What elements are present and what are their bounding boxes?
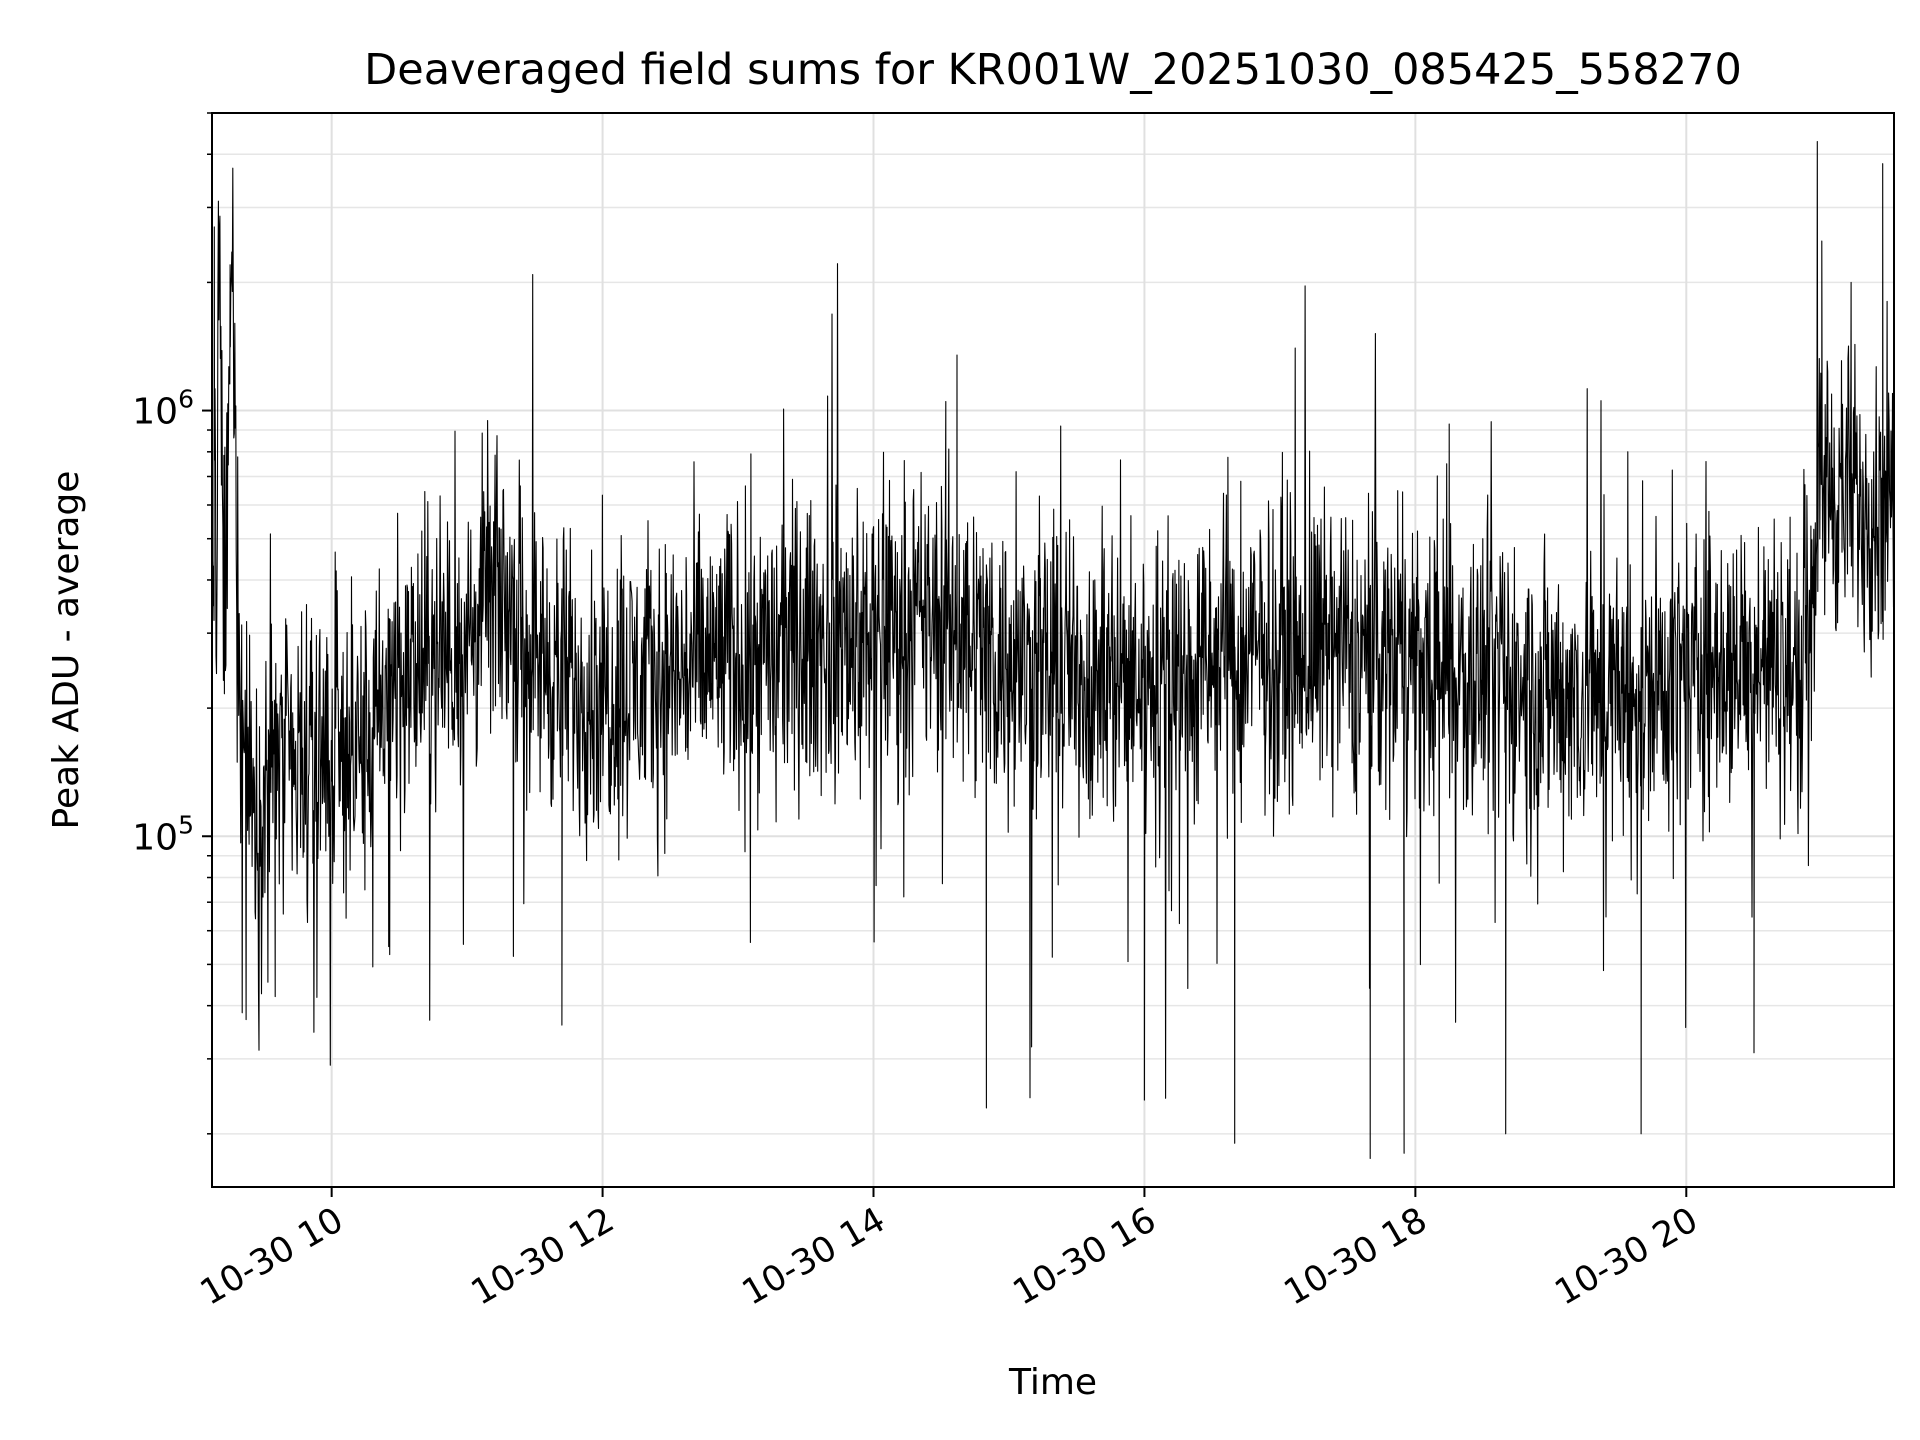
chart-title: Deaveraged field sums for KR001W_2025103… <box>364 45 1742 95</box>
plot-frame <box>211 112 1895 1188</box>
y-axis-label: Peak ADU - average <box>46 471 87 830</box>
y-axis: 105 106 <box>132 112 212 1135</box>
series-line <box>212 140 1894 1160</box>
x-axis-label: Time <box>1008 1362 1097 1403</box>
y-tick-label: 105 <box>132 810 194 858</box>
y-tick-label: 106 <box>132 385 194 433</box>
